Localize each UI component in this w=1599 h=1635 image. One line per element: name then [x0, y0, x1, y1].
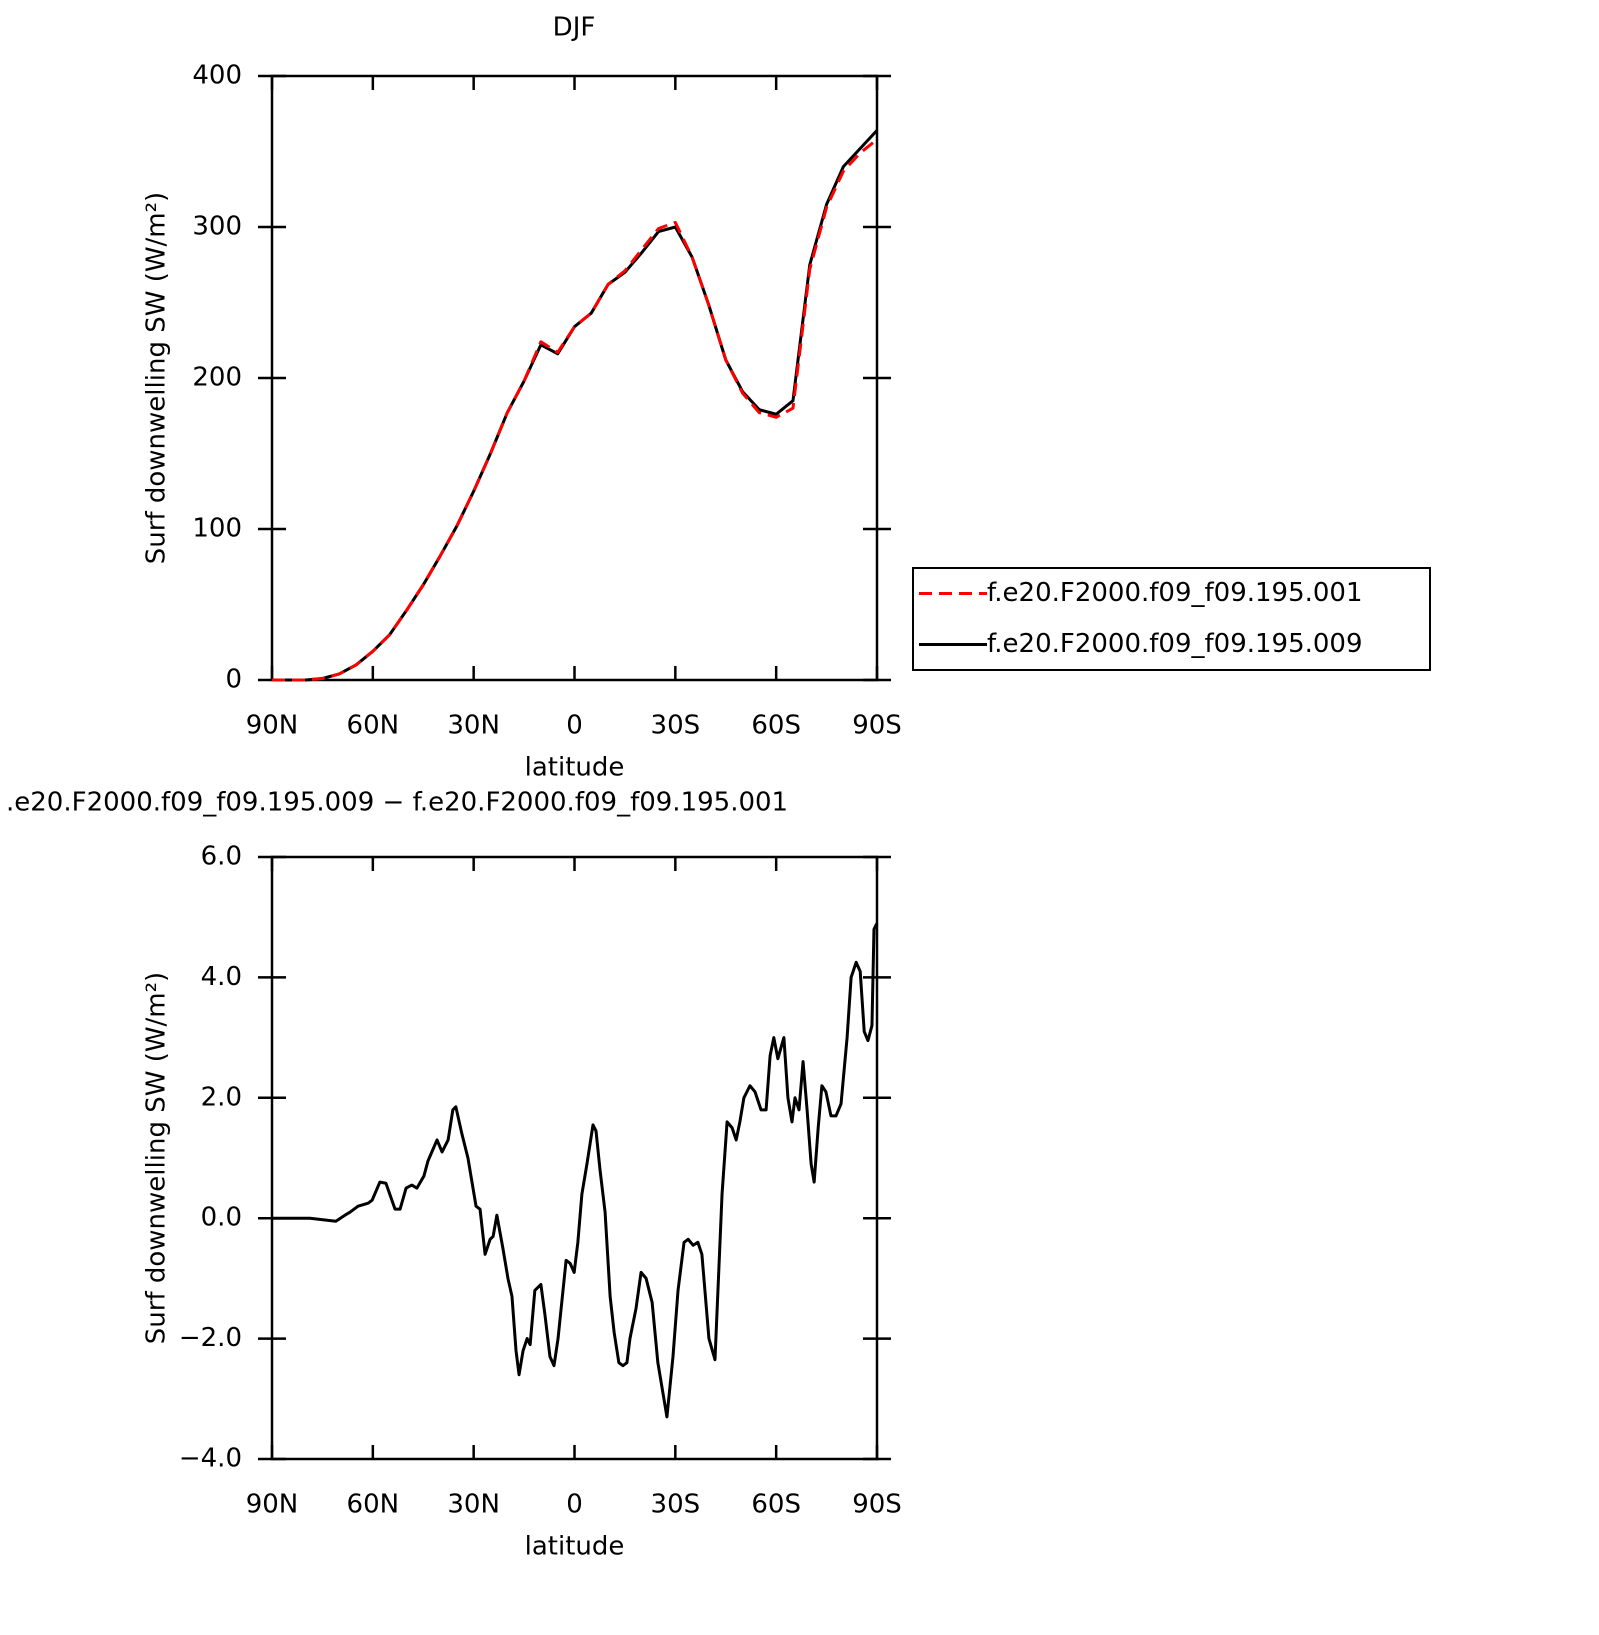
x-tick-label: 60S	[751, 1490, 801, 1520]
y-tick-label: 400	[192, 61, 242, 91]
series-line	[272, 129, 879, 682]
y-axis-label: Surf downwelling SW (W/m²)	[142, 972, 172, 1344]
y-axis-label: Surf downwelling SW (W/m²)	[142, 192, 172, 564]
legend-box	[912, 567, 1431, 671]
series-line	[272, 138, 878, 682]
y-tick-label: 300	[192, 212, 242, 242]
chart-title: DJF	[553, 13, 596, 43]
x-tick-label: 90S	[852, 711, 902, 741]
legend-label: f.e20.F2000.f09_f09.195.001	[987, 578, 1363, 608]
x-tick-label: 0	[566, 711, 583, 741]
y-tick-label: 2.0	[201, 1082, 242, 1112]
x-tick-label: 60N	[347, 1490, 400, 1520]
x-tick-label: 30S	[651, 1490, 701, 1520]
x-axis-label: latitude	[525, 1532, 625, 1562]
x-tick-label: 30N	[447, 711, 500, 741]
y-tick-label: 200	[192, 363, 242, 393]
x-tick-label: 30N	[447, 1490, 500, 1520]
y-tick-label: 4.0	[201, 962, 242, 992]
y-tick-label: 100	[192, 514, 242, 544]
chart-title: .e20.F2000.f09_f09.195.009 − f.e20.F2000…	[6, 788, 788, 818]
y-tick-label: 0	[225, 665, 242, 695]
x-tick-label: 90S	[852, 1490, 902, 1520]
x-tick-label: 60N	[347, 711, 400, 741]
data-line	[272, 922, 879, 1419]
x-tick-label: 90N	[246, 711, 299, 741]
x-tick-label: 60S	[751, 711, 801, 741]
plot-frame	[270, 74, 879, 682]
y-tick-label: 0.0	[201, 1203, 242, 1233]
x-tick-label: 30S	[651, 711, 701, 741]
x-tick-label: 0	[566, 1490, 583, 1520]
y-tick-label: −4.0	[179, 1444, 242, 1474]
plot-frame	[270, 855, 879, 1461]
x-axis-label: latitude	[525, 753, 625, 783]
y-tick-label: 6.0	[201, 842, 242, 872]
legend-label: f.e20.F2000.f09_f09.195.009	[987, 629, 1363, 659]
x-tick-label: 90N	[246, 1490, 299, 1520]
y-tick-label: −2.0	[179, 1323, 242, 1353]
